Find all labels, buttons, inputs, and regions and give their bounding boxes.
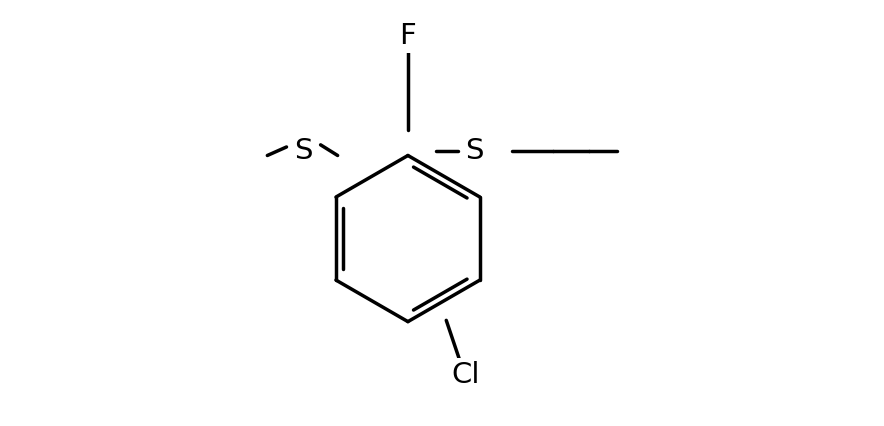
Text: S: S — [294, 137, 313, 165]
Text: F: F — [400, 22, 416, 50]
Text: Cl: Cl — [451, 361, 480, 389]
Text: S: S — [465, 137, 484, 165]
